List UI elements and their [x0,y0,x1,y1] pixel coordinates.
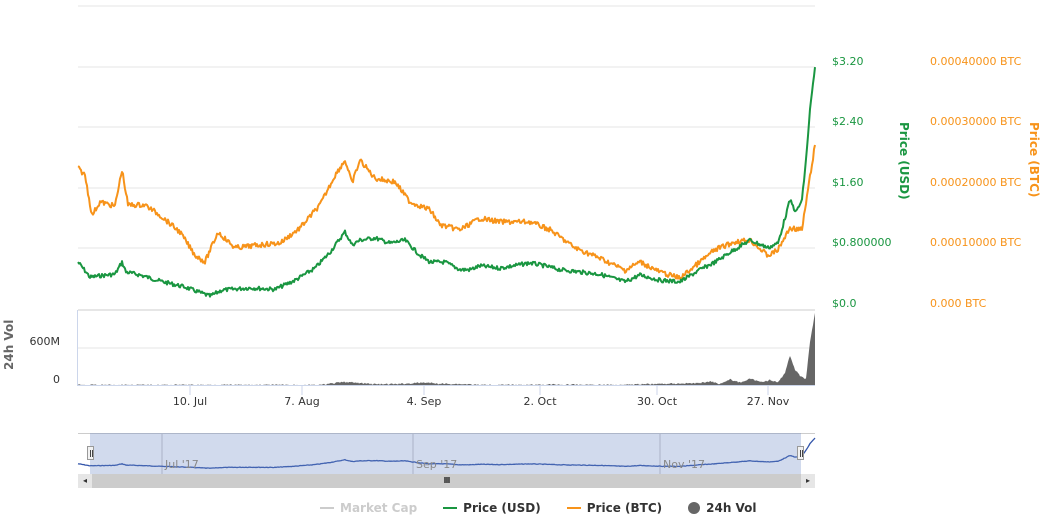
usd-tick-label: $0.800000 [832,236,892,249]
x-tick-label: 30. Oct [636,395,678,408]
scrollbar-grip-icon: III [443,476,451,485]
scroll-left-button[interactable]: ◂ [78,474,92,488]
volume-series [78,312,815,385]
x-tick-label: 27. Nov [746,395,790,408]
navigator-label: Nov '17 [663,458,705,471]
arrow-right-icon: ▸ [805,476,810,485]
legend-item-price-usd[interactable]: Price (USD) [443,501,541,515]
legend-dot-icon [688,502,701,514]
scrollbar-thumb[interactable]: III [92,474,801,488]
legend-item-price-btc[interactable]: Price (BTC) [566,501,663,515]
navigator-label: Sep '17 [416,458,458,471]
legend-line-icon [443,507,458,509]
legend-label: Market Cap [340,501,418,515]
legend-label: Price (USD) [463,501,541,515]
legend-line-icon [566,507,581,509]
x-tick-label: 10. Jul [172,395,208,408]
x-tick-label: 4. Sep [406,395,442,408]
volume-tick-label: 0 [53,373,60,386]
btc-tick-label: 0.00010000 BTC [930,236,1022,249]
legend-label: 24h Vol [706,501,757,515]
usd-tick-label: $1.60 [832,176,864,189]
btc-tick-label: 0.00020000 BTC [930,176,1022,189]
gridlines [77,5,815,474]
navigator-selection[interactable] [90,433,801,474]
x-tick-label: 7. Aug [284,395,320,408]
scroll-right-button[interactable]: ▸ [801,474,815,488]
navigator-left-handle[interactable] [87,446,94,460]
volume-axis-title: 24h Vol [2,319,16,370]
btc-tick-label: 0.00030000 BTC [930,115,1022,128]
navigator-right-handle[interactable] [797,446,804,460]
usd-tick-label: $3.20 [832,55,864,68]
btc-axis-title: Price (BTC) [1027,122,1041,198]
legend-label: Price (BTC) [586,501,663,515]
arrow-left-icon: ◂ [82,476,87,485]
btc-tick-label: 0.00040000 BTC [930,55,1022,68]
usd-axis-title: Price (USD) [897,122,911,200]
legend-item-24h-vol[interactable]: 24h Vol [688,501,757,515]
btc-price-series [77,144,816,280]
volume-tick-label: 600M [29,335,61,348]
navigator-label: Jul '17 [165,458,199,471]
legend-line-icon [320,507,334,509]
navigator-series [77,437,816,470]
usd-tick-label: $2.40 [832,115,864,128]
chart-legend: Market Cap Price (USD) Price (BTC) 24h V… [320,501,757,515]
legend-item-market-cap[interactable]: Market Cap [320,501,417,515]
x-tick-label: 2. Oct [523,395,557,408]
usd-price-series [77,66,816,298]
usd-tick-label: $0.0 [832,297,857,310]
btc-tick-label: 0.000 BTC [930,297,987,310]
